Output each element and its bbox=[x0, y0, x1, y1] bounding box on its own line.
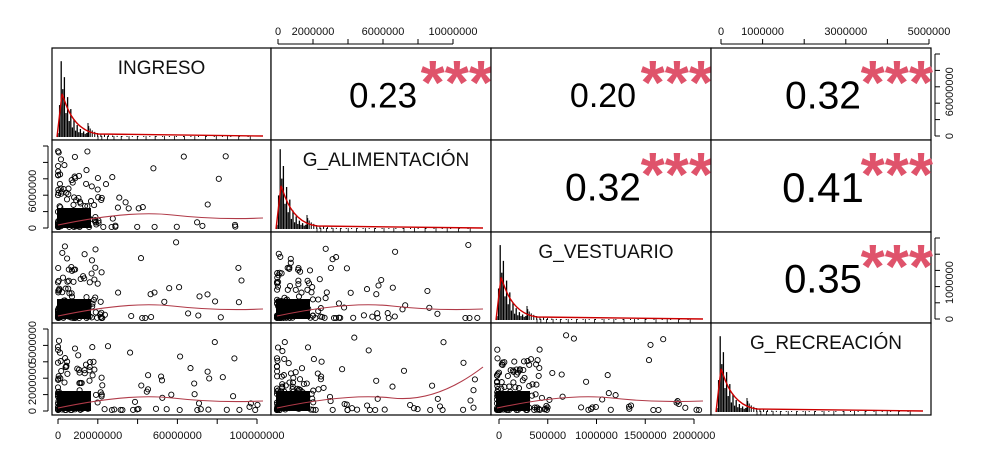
tick-label: 3000000 bbox=[824, 26, 867, 38]
tick-label: 1500000 bbox=[624, 430, 667, 442]
panel-1-3: 0.41*** bbox=[710, 139, 934, 233]
significance-stars: *** bbox=[421, 49, 494, 118]
scatter-3-1 bbox=[273, 334, 484, 414]
top-axis-g_alimentación: 0 2000000 6000000 10000000 bbox=[275, 26, 478, 45]
variable-label: G_VESTUARIO bbox=[538, 242, 673, 263]
tick-label: 0 bbox=[944, 133, 956, 139]
panel-2-3: 0.35*** bbox=[710, 231, 934, 324]
scatter-3-0 bbox=[54, 337, 264, 414]
tick-label: 20000000 bbox=[73, 430, 122, 442]
tick-label: 60000000 bbox=[153, 430, 202, 442]
tick-label: 6000000 bbox=[27, 170, 39, 213]
tick-label: 100000000 bbox=[229, 430, 284, 442]
tick-label: 0 bbox=[944, 316, 956, 322]
panel-2-0 bbox=[51, 231, 272, 324]
tick-label: 10000000 bbox=[429, 26, 478, 38]
panel-1-1: G_ALIMENTACIÓN bbox=[270, 139, 492, 233]
right-axis-g_vestuario: 0 1000000 bbox=[934, 237, 956, 322]
tick-label: 0 bbox=[27, 225, 39, 231]
histogram-g_vestuario bbox=[495, 245, 704, 323]
top-axis-g_recreación: 0 1000000 3000000 5000000 bbox=[718, 26, 951, 45]
panel-2-1 bbox=[270, 231, 492, 324]
tick-label: 1000000 bbox=[944, 261, 956, 304]
panel-3-3: G_RECREACIÓN bbox=[710, 322, 932, 416]
panel-3-1 bbox=[270, 322, 492, 416]
variable-label: INGRESO bbox=[118, 58, 206, 79]
panel-0-2: 0.20 *** bbox=[490, 47, 714, 141]
tick-label: 60000000 bbox=[944, 67, 956, 116]
tick-label: 5000000 bbox=[908, 26, 951, 38]
right-axis-ingreso: 0 60000000 bbox=[934, 53, 956, 139]
significance-stars: *** bbox=[641, 49, 714, 118]
tick-label: 1000000 bbox=[741, 26, 784, 38]
tick-label: 5000000 bbox=[27, 321, 39, 364]
scatter-3-2 bbox=[493, 332, 704, 414]
correlation-value: 0.20 bbox=[570, 77, 636, 115]
panel-0-3: 0.32 *** bbox=[710, 47, 934, 141]
scatter-2-1 bbox=[273, 241, 484, 322]
panel-0-0: INGRESO bbox=[51, 47, 272, 141]
tick-label: 0 bbox=[27, 408, 39, 414]
panel-0-1: 0.23 *** bbox=[270, 47, 494, 141]
correlation-value: 0.23 bbox=[349, 76, 417, 115]
tick-label: 2000000 bbox=[673, 430, 716, 442]
significance-stars: *** bbox=[641, 141, 714, 210]
correlation-value: 0.32 bbox=[785, 75, 861, 118]
tick-label: 2000000 bbox=[292, 26, 335, 38]
tick-label: 2000000 bbox=[27, 362, 39, 405]
significance-stars: *** bbox=[861, 141, 934, 210]
left-axis-g_alimentación: 0 6000000 bbox=[27, 145, 49, 231]
panel-1-0 bbox=[51, 139, 272, 233]
correlation-value: 0.35 bbox=[784, 258, 862, 302]
tick-label: 0 bbox=[496, 430, 502, 442]
bottom-axis-ingreso: 0 20000000 60000000 100000000 bbox=[55, 418, 285, 442]
tick-label: 0 bbox=[718, 26, 724, 38]
scatter-2-0 bbox=[54, 239, 264, 322]
panel-2-2: G_VESTUARIO bbox=[490, 231, 712, 324]
bottom-axis-g_vestuario: 0 500000 1000000 1500000 2000000 bbox=[496, 418, 716, 442]
scatter-1-0 bbox=[54, 148, 264, 231]
significance-stars: *** bbox=[861, 49, 934, 118]
tick-label: 0 bbox=[275, 26, 281, 38]
tick-label: 500000 bbox=[529, 430, 566, 442]
tick-label: 1000000 bbox=[575, 430, 618, 442]
axes: 0 2000000 6000000 10000000 0 1000000 3000000 50… bbox=[27, 26, 956, 442]
variable-label: G_RECREACIÓN bbox=[750, 332, 902, 354]
tick-label: 6000000 bbox=[362, 26, 405, 38]
panel-3-0 bbox=[51, 322, 272, 416]
correlation-value: 0.41 bbox=[782, 164, 864, 211]
significance-stars: *** bbox=[861, 233, 934, 302]
histogram-g_recreación bbox=[715, 336, 924, 415]
panel-1-2: 0.32 *** bbox=[490, 139, 714, 233]
histogram-g_alimentación bbox=[275, 149, 484, 232]
histogram-ingreso bbox=[56, 61, 264, 140]
variable-label: G_ALIMENTACIÓN bbox=[303, 149, 469, 171]
correlation-value: 0.32 bbox=[565, 167, 641, 210]
tick-label: 0 bbox=[55, 430, 61, 442]
panel-3-2 bbox=[490, 322, 712, 416]
